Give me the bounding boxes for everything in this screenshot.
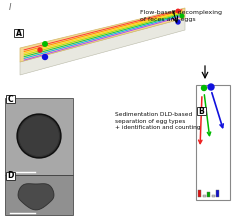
Text: D: D bbox=[7, 171, 14, 181]
FancyBboxPatch shape bbox=[6, 95, 15, 103]
Polygon shape bbox=[18, 184, 54, 210]
Circle shape bbox=[38, 48, 42, 52]
Text: C: C bbox=[8, 94, 13, 104]
Bar bbox=[216, 190, 219, 197]
Circle shape bbox=[180, 14, 184, 18]
Bar bbox=[203, 195, 206, 197]
Circle shape bbox=[43, 42, 47, 46]
Text: Sedimentation DLD-based
separation of egg types
+ identification and counting: Sedimentation DLD-based separation of eg… bbox=[115, 112, 200, 130]
Bar bbox=[196, 85, 230, 200]
Bar bbox=[5, 98, 73, 175]
FancyBboxPatch shape bbox=[197, 107, 206, 115]
Text: I: I bbox=[9, 3, 11, 12]
Bar bbox=[207, 192, 210, 197]
Bar bbox=[212, 195, 215, 197]
Circle shape bbox=[208, 84, 214, 90]
Text: B: B bbox=[198, 107, 204, 115]
Circle shape bbox=[176, 9, 180, 13]
Circle shape bbox=[202, 85, 206, 90]
Circle shape bbox=[42, 54, 48, 59]
Polygon shape bbox=[20, 8, 185, 62]
FancyBboxPatch shape bbox=[6, 172, 15, 180]
Text: A: A bbox=[16, 28, 22, 38]
Bar bbox=[5, 175, 73, 215]
FancyBboxPatch shape bbox=[14, 29, 23, 37]
Bar bbox=[198, 190, 201, 197]
Text: Flow-based decomplexing
of feces and eggs: Flow-based decomplexing of feces and egg… bbox=[140, 10, 222, 22]
Polygon shape bbox=[20, 18, 185, 75]
Circle shape bbox=[176, 20, 180, 24]
Circle shape bbox=[19, 116, 59, 156]
Circle shape bbox=[17, 114, 61, 158]
